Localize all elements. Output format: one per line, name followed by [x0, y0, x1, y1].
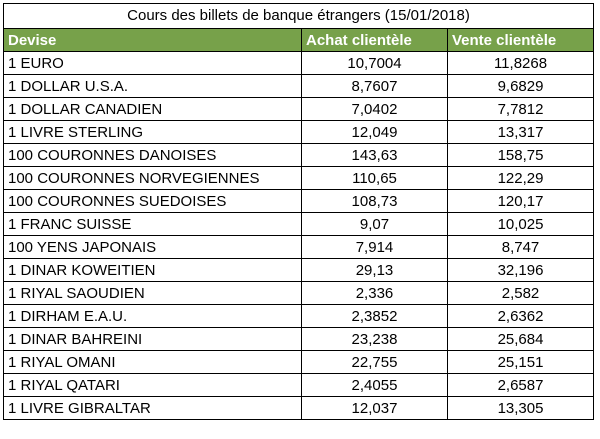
cell-sell-rate: 13,317: [446, 120, 595, 144]
table-row: 1 EURO 10,7004 11,8268: [3, 51, 595, 75]
cell-sell-rate: 8,747: [446, 235, 595, 259]
cell-currency: 1 DOLLAR U.S.A.: [3, 74, 302, 98]
cell-buy-rate: 2,336: [301, 281, 448, 305]
exchange-rate-sheet: Cours des billets de banque étrangers (1…: [2, 3, 595, 420]
cell-buy-rate: 29,13: [301, 258, 448, 282]
table-row: 100 COURONNES DANOISES 143,63 158,75: [3, 143, 595, 167]
table-row: 1 FRANC SUISSE 9,07 10,025: [3, 212, 595, 236]
header-row: Devise Achat clientèle Vente clientèle: [3, 28, 595, 52]
cell-currency: 1 DIRHAM E.A.U.: [3, 304, 302, 328]
table-row: 1 DOLLAR U.S.A. 8,7607 9,6829: [3, 74, 595, 98]
cell-currency: 1 RIYAL SAOUDIEN: [3, 281, 302, 305]
cell-buy-rate: 12,037: [301, 396, 448, 420]
cell-buy-rate: 9,07: [301, 212, 448, 236]
table-row: 100 YENS JAPONAIS 7,914 8,747: [3, 235, 595, 259]
cell-currency: 1 RIYAL QATARI: [3, 373, 302, 397]
cell-sell-rate: 2,6587: [446, 373, 595, 397]
cell-buy-rate: 23,238: [301, 327, 448, 351]
cell-buy-rate: 143,63: [301, 143, 448, 167]
cell-sell-rate: 7,7812: [446, 97, 595, 121]
cell-buy-rate: 2,4055: [301, 373, 448, 397]
cell-buy-rate: 110,65: [301, 166, 448, 190]
cell-currency: 1 EURO: [3, 51, 302, 75]
table-row: 1 DINAR KOWEITIEN 29,13 32,196: [3, 258, 595, 282]
column-header-currency: Devise: [3, 28, 302, 52]
column-header-sell: Vente clientèle: [446, 28, 595, 52]
cell-currency: 1 DINAR BAHREINI: [3, 327, 302, 351]
cell-sell-rate: 25,684: [446, 327, 595, 351]
exchange-rate-table: Cours des billets de banque étrangers (1…: [2, 3, 595, 420]
table-row: 100 COURONNES NORVEGIENNES 110,65 122,29: [3, 166, 595, 190]
table-row: 1 RIYAL OMANI 22,755 25,151: [3, 350, 595, 374]
table-row: 1 LIVRE STERLING 12,049 13,317: [3, 120, 595, 144]
cell-sell-rate: 120,17: [446, 189, 595, 213]
title-row: Cours des billets de banque étrangers (1…: [2, 3, 595, 29]
cell-currency: 1 RIYAL OMANI: [3, 350, 302, 374]
cell-currency: 100 COURONNES SUEDOISES: [3, 189, 302, 213]
cell-currency: 1 LIVRE STERLING: [3, 120, 302, 144]
table-row: 1 RIYAL SAOUDIEN 2,336 2,582: [3, 281, 595, 305]
cell-sell-rate: 25,151: [446, 350, 595, 374]
cell-currency: 100 COURONNES NORVEGIENNES: [3, 166, 302, 190]
cell-currency: 100 YENS JAPONAIS: [3, 235, 302, 259]
table-row: 100 COURONNES SUEDOISES 108,73 120,17: [3, 189, 595, 213]
cell-sell-rate: 2,582: [446, 281, 595, 305]
table-row: 1 LIVRE GIBRALTAR 12,037 13,305: [3, 396, 595, 420]
cell-buy-rate: 10,7004: [301, 51, 448, 75]
table-body: 1 EURO 10,7004 11,8268 1 DOLLAR U.S.A. 8,760…: [3, 51, 595, 420]
cell-sell-rate: 2,6362: [446, 304, 595, 328]
table-title: Cours des billets de banque étrangers (1…: [2, 3, 595, 29]
cell-buy-rate: 108,73: [301, 189, 448, 213]
cell-sell-rate: 32,196: [446, 258, 595, 282]
cell-buy-rate: 8,7607: [301, 74, 448, 98]
cell-sell-rate: 158,75: [446, 143, 595, 167]
table-row: 1 DOLLAR CANADIEN 7,0402 7,7812: [3, 97, 595, 121]
cell-buy-rate: 12,049: [301, 120, 448, 144]
table-row: 1 RIYAL QATARI 2,4055 2,6587: [3, 373, 595, 397]
cell-sell-rate: 122,29: [446, 166, 595, 190]
column-header-buy: Achat clientèle: [301, 28, 448, 52]
cell-currency: 1 DINAR KOWEITIEN: [3, 258, 302, 282]
table-row: 1 DIRHAM E.A.U. 2,3852 2,6362: [3, 304, 595, 328]
cell-buy-rate: 2,3852: [301, 304, 448, 328]
cell-buy-rate: 22,755: [301, 350, 448, 374]
cell-sell-rate: 9,6829: [446, 74, 595, 98]
cell-buy-rate: 7,914: [301, 235, 448, 259]
cell-sell-rate: 13,305: [446, 396, 595, 420]
cell-currency: 100 COURONNES DANOISES: [3, 143, 302, 167]
cell-buy-rate: 7,0402: [301, 97, 448, 121]
cell-currency: 1 FRANC SUISSE: [3, 212, 302, 236]
table-row: 1 DINAR BAHREINI 23,238 25,684: [3, 327, 595, 351]
cell-sell-rate: 11,8268: [446, 51, 595, 75]
cell-currency: 1 DOLLAR CANADIEN: [3, 97, 302, 121]
cell-sell-rate: 10,025: [446, 212, 595, 236]
cell-currency: 1 LIVRE GIBRALTAR: [3, 396, 302, 420]
